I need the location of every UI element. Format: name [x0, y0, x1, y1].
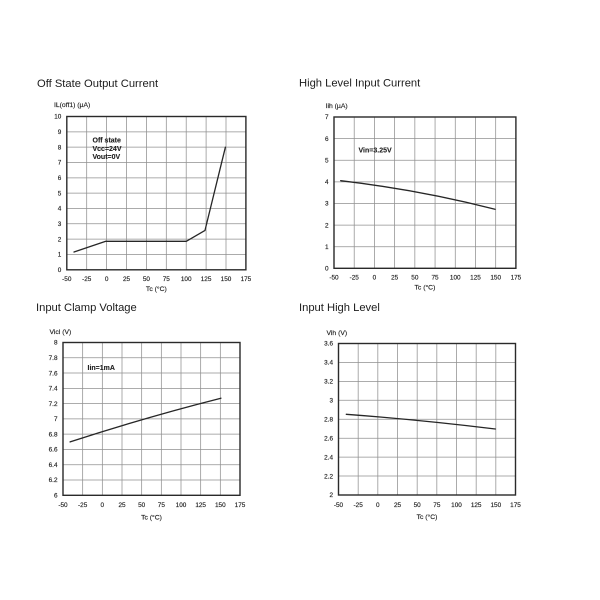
svg-text:Input Clamp Voltage: Input Clamp Voltage — [36, 302, 137, 314]
svg-text:-50: -50 — [58, 502, 68, 509]
svg-text:100: 100 — [451, 502, 462, 509]
svg-text:6.2: 6.2 — [49, 477, 58, 484]
svg-text:50: 50 — [411, 274, 419, 281]
svg-text:8: 8 — [58, 144, 62, 151]
svg-text:0: 0 — [101, 502, 105, 509]
svg-text:6: 6 — [58, 175, 62, 182]
svg-text:Off State Output Current: Off State Output Current — [37, 78, 159, 90]
svg-text:100: 100 — [450, 274, 461, 281]
svg-text:50: 50 — [143, 276, 151, 283]
svg-text:-25: -25 — [78, 502, 88, 509]
svg-text:175: 175 — [510, 502, 521, 509]
svg-text:6.8: 6.8 — [49, 431, 58, 438]
svg-text:25: 25 — [118, 502, 126, 509]
svg-text:0: 0 — [376, 502, 380, 509]
svg-text:175: 175 — [511, 274, 522, 281]
svg-text:3: 3 — [58, 221, 62, 228]
svg-text:7.2: 7.2 — [49, 401, 58, 408]
svg-text:Vin=3.25V: Vin=3.25V — [359, 147, 392, 154]
svg-text:25: 25 — [394, 502, 402, 509]
svg-text:2: 2 — [325, 222, 329, 229]
svg-text:-25: -25 — [350, 274, 360, 281]
svg-text:150: 150 — [490, 274, 501, 281]
svg-text:3: 3 — [325, 201, 329, 208]
svg-text:0: 0 — [325, 266, 329, 273]
svg-text:7: 7 — [325, 114, 329, 121]
svg-text:Tc (°C): Tc (°C) — [417, 513, 438, 521]
svg-text:5: 5 — [58, 190, 62, 197]
svg-text:2: 2 — [329, 492, 333, 499]
svg-text:High Level Input Current: High Level Input Current — [299, 78, 421, 90]
svg-text:6.6: 6.6 — [49, 447, 58, 454]
svg-text:25: 25 — [123, 276, 131, 283]
svg-text:0: 0 — [58, 267, 62, 274]
svg-text:4: 4 — [325, 179, 329, 186]
svg-text:-25: -25 — [354, 502, 364, 509]
svg-text:75: 75 — [433, 502, 441, 509]
svg-text:10: 10 — [54, 114, 62, 121]
svg-text:125: 125 — [471, 502, 482, 509]
svg-text:50: 50 — [138, 502, 146, 509]
svg-text:50: 50 — [414, 502, 422, 509]
svg-text:-25: -25 — [82, 276, 92, 283]
svg-text:4: 4 — [58, 206, 62, 213]
svg-text:Iin=1mA: Iin=1mA — [88, 365, 115, 372]
svg-text:3.4: 3.4 — [324, 360, 333, 367]
svg-text:2.8: 2.8 — [324, 416, 333, 423]
svg-text:125: 125 — [201, 276, 212, 283]
svg-text:-50: -50 — [62, 276, 72, 283]
svg-text:150: 150 — [221, 276, 232, 283]
svg-text:Tc (°C): Tc (°C) — [146, 285, 167, 293]
svg-text:5: 5 — [325, 157, 329, 164]
svg-text:7.8: 7.8 — [49, 355, 58, 362]
svg-text:0: 0 — [105, 276, 109, 283]
svg-text:Tc (°C): Tc (°C) — [141, 513, 162, 521]
svg-text:Vicl (V): Vicl (V) — [50, 329, 72, 336]
svg-text:3: 3 — [329, 398, 333, 405]
svg-text:125: 125 — [195, 502, 206, 509]
svg-text:6: 6 — [325, 136, 329, 143]
svg-text:Input High Level: Input High Level — [299, 302, 380, 314]
svg-text:75: 75 — [158, 502, 166, 509]
svg-text:3.6: 3.6 — [324, 341, 333, 348]
svg-text:125: 125 — [470, 274, 481, 281]
svg-text:175: 175 — [235, 502, 246, 509]
svg-text:Iih (µA): Iih (µA) — [326, 103, 348, 110]
svg-text:1: 1 — [325, 244, 329, 251]
svg-text:2.2: 2.2 — [324, 473, 333, 480]
svg-text:IL(off1) (µA): IL(off1) (µA) — [54, 102, 90, 109]
svg-text:1: 1 — [58, 252, 62, 259]
svg-text:7.4: 7.4 — [49, 386, 58, 393]
svg-text:7: 7 — [54, 416, 58, 423]
svg-text:Tc (°C): Tc (°C) — [415, 283, 436, 291]
svg-text:175: 175 — [241, 276, 252, 283]
svg-text:9: 9 — [58, 129, 62, 136]
svg-text:25: 25 — [391, 274, 399, 281]
svg-text:150: 150 — [490, 502, 501, 509]
svg-text:-50: -50 — [329, 274, 339, 281]
svg-text:2.6: 2.6 — [324, 435, 333, 442]
svg-text:-50: -50 — [334, 502, 344, 509]
svg-text:100: 100 — [176, 502, 187, 509]
svg-text:0: 0 — [373, 274, 377, 281]
svg-text:6: 6 — [54, 493, 58, 500]
svg-text:8: 8 — [54, 340, 58, 347]
svg-text:Vout=0V: Vout=0V — [93, 154, 121, 161]
svg-text:7: 7 — [58, 160, 62, 167]
svg-text:Off state: Off state — [93, 138, 122, 145]
svg-text:Vih (V): Vih (V) — [327, 330, 348, 337]
svg-text:3.2: 3.2 — [324, 379, 333, 386]
svg-text:Vcc=24V: Vcc=24V — [93, 146, 122, 153]
svg-text:6.4: 6.4 — [49, 462, 58, 469]
svg-text:75: 75 — [163, 276, 171, 283]
svg-text:7.6: 7.6 — [49, 370, 58, 377]
svg-text:75: 75 — [432, 274, 440, 281]
svg-text:2.4: 2.4 — [324, 454, 333, 461]
svg-text:2: 2 — [58, 236, 62, 243]
svg-text:150: 150 — [215, 502, 226, 509]
svg-text:100: 100 — [181, 276, 192, 283]
